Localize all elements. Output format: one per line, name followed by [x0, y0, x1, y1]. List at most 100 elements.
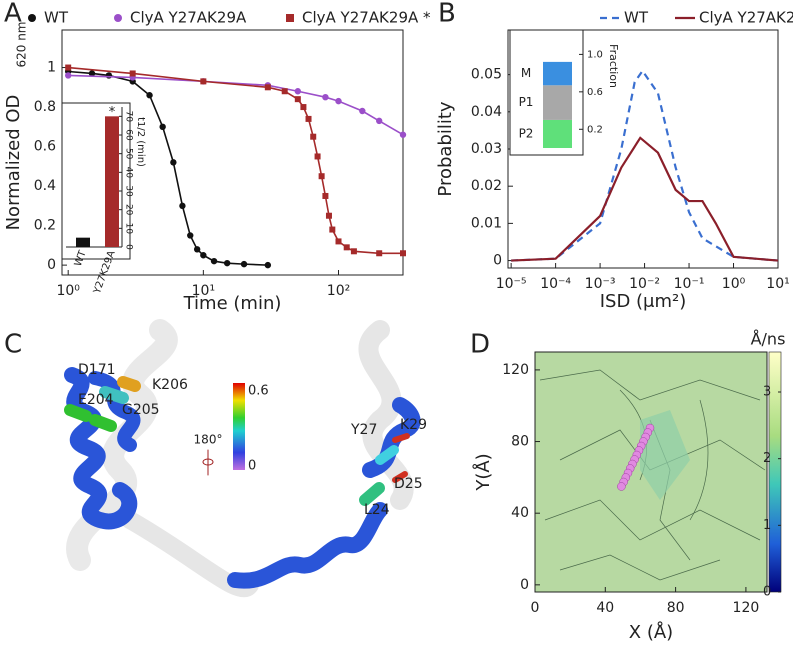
- y-tick-label: 0: [47, 257, 56, 273]
- marker: [193, 246, 201, 253]
- marker: [200, 78, 207, 85]
- marker: [281, 88, 288, 95]
- residue-label: E204: [78, 392, 114, 408]
- y-tick-label: 80: [511, 434, 529, 450]
- x-tick-label: 10⁻²: [629, 276, 660, 292]
- y-axis-label: Fraction: [607, 44, 620, 88]
- legend-label: ClyA Y27AK29A *: [302, 9, 431, 27]
- y-tick-label: 40: [511, 505, 529, 521]
- marker: [314, 153, 321, 160]
- x-tick-label: 10⁻³: [585, 276, 616, 292]
- marker: [376, 250, 383, 257]
- marker: [264, 84, 271, 91]
- y-tick-label: 0.8: [34, 99, 56, 115]
- x-axis-label: Time (min): [183, 293, 282, 314]
- structure-cartoon: [64, 319, 421, 598]
- marker: [159, 123, 166, 131]
- y-axis-label: Y(Å): [472, 453, 494, 491]
- marker: [179, 202, 186, 210]
- bar-segment: [543, 61, 572, 86]
- contour-patch: [640, 410, 690, 500]
- contour-line: [539, 369, 761, 401]
- marker: [187, 232, 194, 239]
- colorbar-label: Å/ns: [751, 330, 786, 349]
- panel-label: A: [4, 0, 22, 29]
- residue-label: G205: [122, 402, 160, 418]
- panel-label: C: [4, 330, 22, 360]
- x-axis-label: ISD (μm²): [600, 291, 687, 312]
- y-tick-label: 40: [124, 167, 134, 179]
- marker: [359, 107, 366, 115]
- marker: [294, 96, 301, 103]
- x-tick-label: 10¹: [192, 283, 215, 299]
- helix-bead: [617, 482, 626, 491]
- y-axis-label: Probability: [435, 101, 456, 196]
- marker: [318, 173, 325, 180]
- x-tick-label: 10²: [327, 283, 350, 299]
- colorbar-tick-label: 1: [763, 518, 771, 533]
- legend-label: ClyA Y27AK29A: [130, 9, 247, 27]
- series-line: [511, 136, 779, 262]
- marker: [88, 70, 96, 77]
- bar: [105, 116, 119, 247]
- y-tick-label: 0.05: [471, 67, 502, 83]
- x-tick-label: 40: [596, 600, 614, 616]
- marker: [170, 159, 177, 166]
- colorbar-tick-label: 0: [248, 459, 256, 474]
- marker: [350, 248, 357, 255]
- marker: [264, 261, 272, 269]
- y-tick-label: 120: [502, 362, 529, 378]
- marker: [240, 260, 248, 268]
- segment-label: P1: [519, 95, 534, 109]
- colorbar: [233, 383, 245, 470]
- marker: [322, 93, 329, 101]
- marker: [146, 92, 153, 99]
- contour-line: [689, 399, 709, 521]
- marker: [329, 226, 336, 233]
- legend-marker: [114, 14, 122, 22]
- colorbar-tick-label: 0.6: [248, 384, 269, 399]
- y-tick-label: 50: [124, 148, 134, 160]
- series-line: [511, 68, 779, 262]
- y-axis-label: t1/2 (min): [135, 117, 146, 167]
- x-tick-label: 80: [667, 600, 685, 616]
- marker: [300, 104, 307, 111]
- residue-label: Y27: [350, 422, 377, 438]
- residue-label: L24: [364, 502, 390, 518]
- colorbar-tick-label: 3: [763, 385, 771, 400]
- residue-label: D25: [394, 476, 423, 492]
- y-tick-label: 0.03: [471, 141, 502, 157]
- y-tick-label: 70: [124, 111, 134, 123]
- legend-marker: [286, 14, 294, 22]
- x-tick-label: 10⁻⁵: [496, 276, 527, 292]
- marker: [223, 259, 231, 267]
- marker: [294, 88, 302, 95]
- marker: [200, 252, 207, 259]
- y-tick-label: 1: [47, 60, 56, 76]
- marker: [65, 64, 72, 71]
- x-tick-label: 10⁻¹: [674, 276, 705, 292]
- marker: [129, 70, 136, 77]
- panel-label: B: [438, 0, 456, 29]
- marker: [375, 117, 383, 125]
- plot-frame: [534, 351, 768, 593]
- contour-line: [544, 499, 761, 541]
- y-tick-label: 0.02: [471, 178, 502, 194]
- y-tick-label: 60: [124, 129, 134, 141]
- y-tick-label: 1.0: [587, 49, 603, 60]
- marker: [322, 192, 329, 199]
- colorbar-tick-label: 2: [763, 451, 771, 466]
- residue-label: K29: [400, 417, 427, 433]
- y-tick-label: 0.6: [587, 87, 603, 98]
- marker: [310, 133, 317, 140]
- y-tick-label: 0: [493, 253, 502, 269]
- y-axis-label-group: Normalized OD 620 nm: [3, 21, 29, 230]
- colorbar-tick-label: 0: [763, 585, 771, 600]
- rotation-label: 180°: [194, 433, 223, 447]
- legend-label: WT: [624, 9, 649, 27]
- y-tick-label: 0: [124, 244, 134, 250]
- y-tick-label: 0.01: [471, 215, 502, 231]
- marker: [105, 72, 113, 79]
- bar-segment: [543, 85, 572, 120]
